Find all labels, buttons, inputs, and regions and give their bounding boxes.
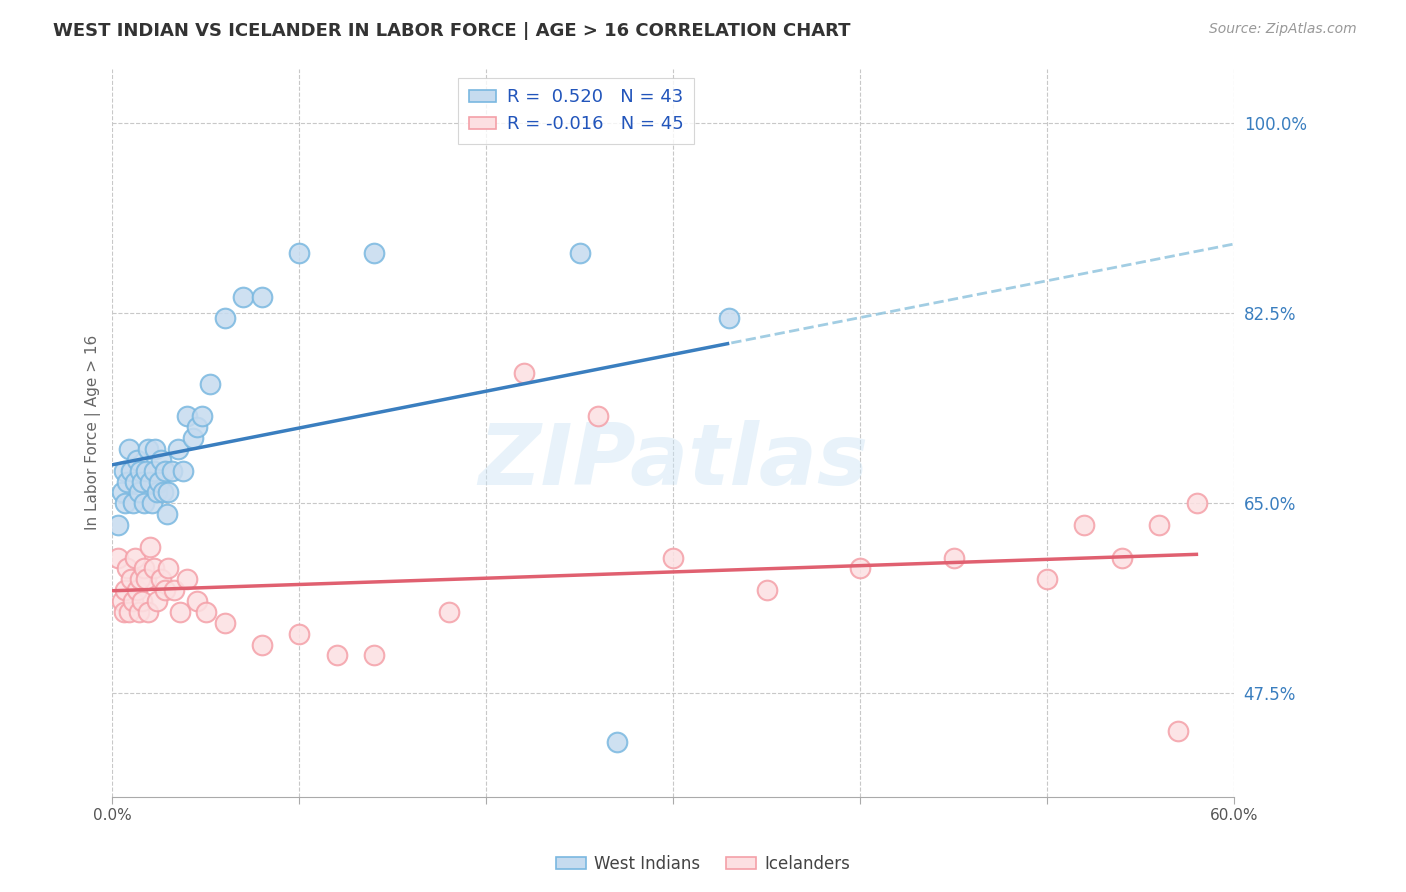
- Point: [107, 518, 129, 533]
- Legend: West Indians, Icelanders: West Indians, Icelanders: [550, 848, 856, 880]
- Point: [128, 485, 150, 500]
- Point: [139, 540, 162, 554]
- Point: [718, 311, 741, 326]
- Point: [363, 246, 385, 260]
- Point: [181, 431, 204, 445]
- Point: [194, 605, 217, 619]
- Point: [107, 550, 129, 565]
- Point: [1147, 518, 1170, 533]
- Point: [114, 583, 136, 598]
- Legend: R =  0.520   N = 43, R = -0.016   N = 45: R = 0.520 N = 43, R = -0.016 N = 45: [458, 78, 695, 145]
- Point: [135, 572, 157, 586]
- Point: [146, 485, 169, 500]
- Point: [250, 290, 273, 304]
- Point: [849, 561, 872, 575]
- Point: [131, 594, 153, 608]
- Point: [250, 638, 273, 652]
- Point: [152, 485, 174, 500]
- Point: [1111, 550, 1133, 565]
- Point: [437, 605, 460, 619]
- Text: WEST INDIAN VS ICELANDER IN LABOR FORCE | AGE > 16 CORRELATION CHART: WEST INDIAN VS ICELANDER IN LABOR FORCE …: [53, 22, 851, 40]
- Point: [153, 464, 176, 478]
- Point: [172, 464, 194, 478]
- Point: [214, 311, 236, 326]
- Point: [145, 442, 167, 456]
- Point: [148, 475, 170, 489]
- Point: [112, 605, 135, 619]
- Point: [363, 648, 385, 663]
- Point: [131, 475, 153, 489]
- Point: [163, 583, 186, 598]
- Point: [122, 496, 145, 510]
- Point: [139, 475, 162, 489]
- Point: [124, 550, 146, 565]
- Point: [141, 496, 163, 510]
- Point: [120, 572, 142, 586]
- Point: [125, 583, 148, 598]
- Point: [118, 605, 141, 619]
- Point: [129, 464, 152, 478]
- Text: ZIPatlas: ZIPatlas: [478, 420, 869, 503]
- Point: [160, 464, 183, 478]
- Point: [124, 475, 146, 489]
- Point: [157, 561, 180, 575]
- Point: [288, 246, 311, 260]
- Point: [146, 594, 169, 608]
- Point: [136, 442, 159, 456]
- Point: [114, 496, 136, 510]
- Point: [288, 626, 311, 640]
- Point: [942, 550, 965, 565]
- Y-axis label: In Labor Force | Age > 16: In Labor Force | Age > 16: [86, 335, 101, 530]
- Point: [136, 605, 159, 619]
- Point: [1036, 572, 1059, 586]
- Point: [134, 496, 156, 510]
- Point: [156, 507, 179, 521]
- Point: [1073, 518, 1095, 533]
- Point: [606, 735, 628, 749]
- Point: [662, 550, 685, 565]
- Point: [150, 452, 173, 467]
- Point: [112, 464, 135, 478]
- Point: [142, 464, 165, 478]
- Point: [125, 452, 148, 467]
- Point: [129, 572, 152, 586]
- Point: [150, 572, 173, 586]
- Point: [157, 485, 180, 500]
- Text: Source: ZipAtlas.com: Source: ZipAtlas.com: [1209, 22, 1357, 37]
- Point: [111, 485, 134, 500]
- Point: [117, 561, 139, 575]
- Point: [169, 605, 191, 619]
- Point: [122, 594, 145, 608]
- Point: [1185, 496, 1208, 510]
- Point: [198, 376, 221, 391]
- Point: [118, 442, 141, 456]
- Point: [153, 583, 176, 598]
- Point: [214, 615, 236, 630]
- Point: [512, 366, 534, 380]
- Point: [135, 464, 157, 478]
- Point: [186, 420, 208, 434]
- Point: [232, 290, 254, 304]
- Point: [186, 594, 208, 608]
- Point: [142, 561, 165, 575]
- Point: [117, 475, 139, 489]
- Point: [128, 605, 150, 619]
- Point: [325, 648, 347, 663]
- Point: [1167, 724, 1189, 739]
- Point: [176, 409, 198, 424]
- Point: [111, 594, 134, 608]
- Point: [134, 561, 156, 575]
- Point: [120, 464, 142, 478]
- Point: [588, 409, 610, 424]
- Point: [176, 572, 198, 586]
- Point: [191, 409, 214, 424]
- Point: [755, 583, 778, 598]
- Point: [166, 442, 188, 456]
- Point: [568, 246, 591, 260]
